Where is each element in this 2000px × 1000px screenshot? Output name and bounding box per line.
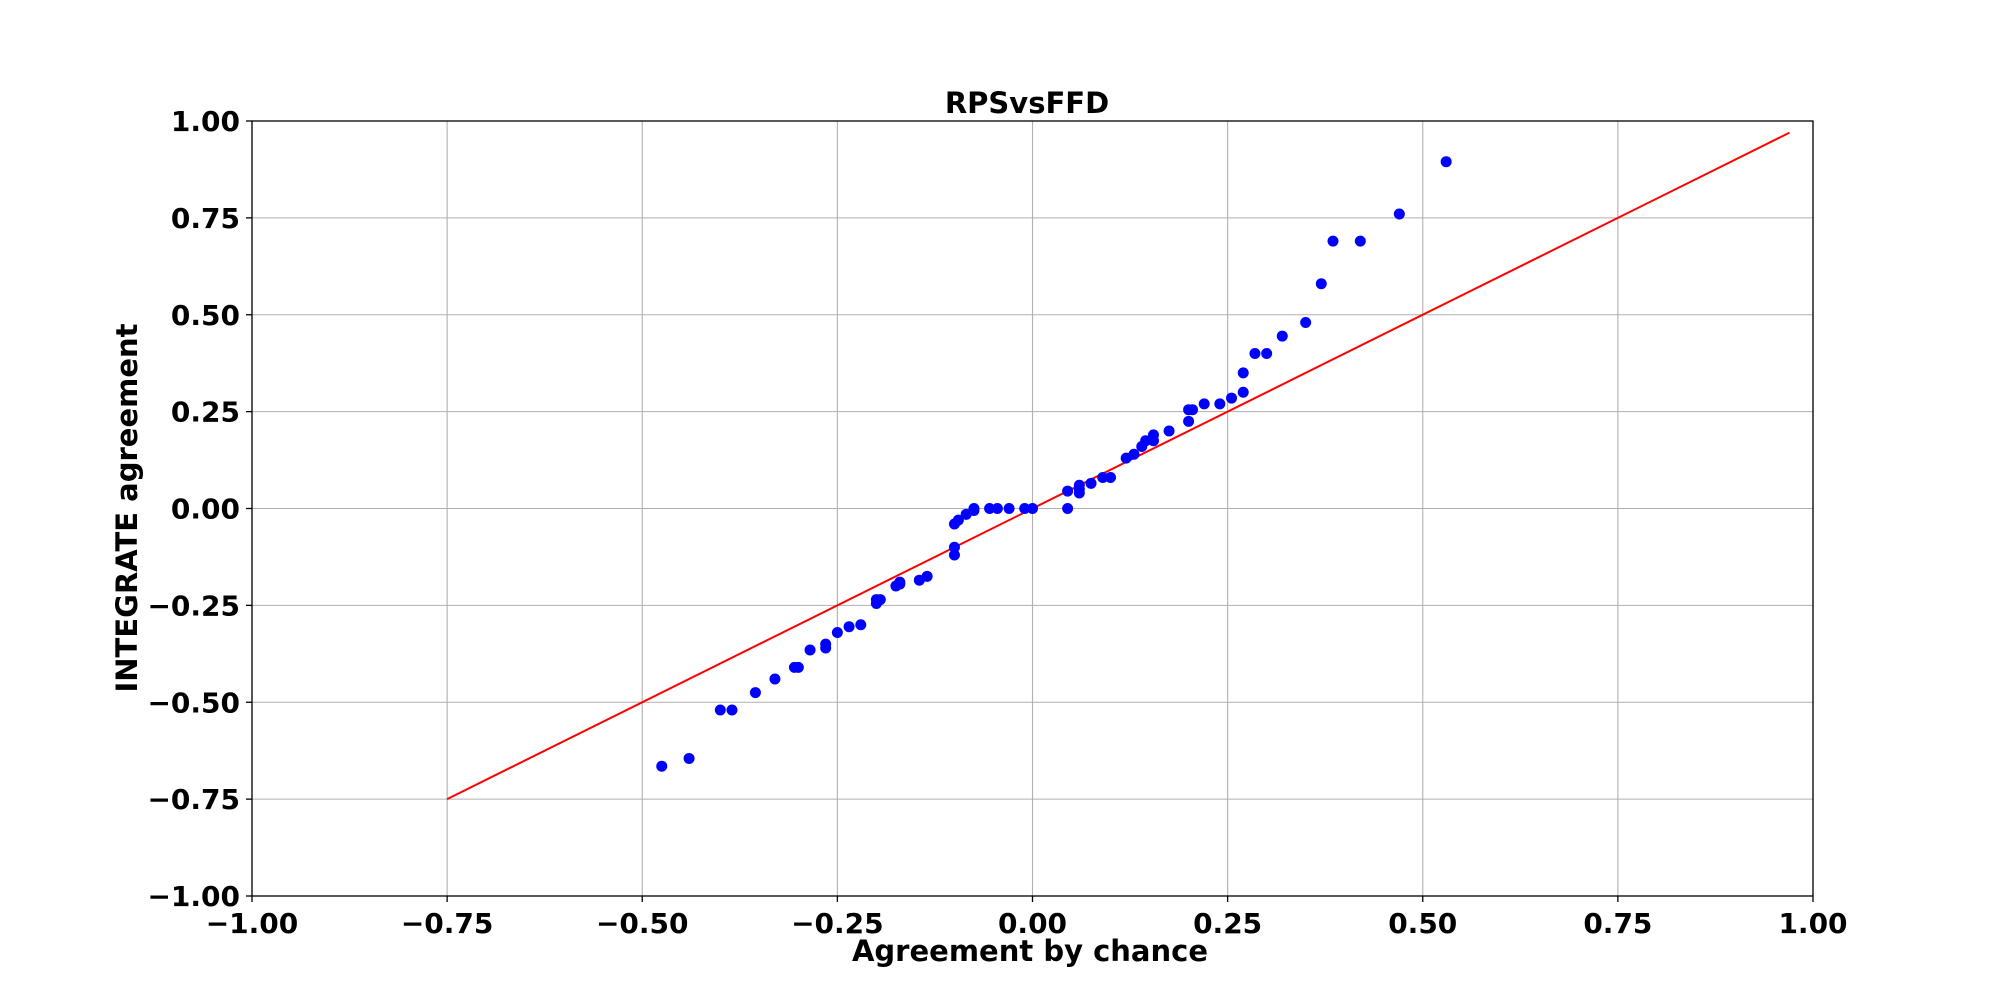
data-point [1027,503,1038,514]
data-point [1249,348,1261,359]
y-axis-ticks: −1.00 −0.75 −0.50 −0.25 0.00 0.25 0.50 0.75 1.00 [147,105,252,913]
data-point [1237,386,1249,398]
data-point [952,514,964,526]
data-point [1062,503,1074,514]
x-tick-label: −0.50 [596,907,689,940]
data-point [1062,485,1074,497]
data-point [749,687,761,699]
data-point [1440,156,1452,168]
reference-line-group [446,131,1791,801]
x-tick-label: −0.75 [401,907,494,940]
data-point [1128,448,1140,460]
x-tick-label: 0.25 [1193,907,1262,940]
data-point [820,638,832,650]
data-point [1163,425,1175,437]
y-tick-label: 1.00 [171,105,240,138]
data-point [804,644,816,656]
data-point [1276,330,1288,342]
data-point [855,619,867,631]
data-point [984,503,996,514]
data-point [1315,278,1327,290]
y-tick-label: 0.25 [171,396,240,429]
x-axis-ticks: −1.00 −0.75 −0.50 −0.25 0.00 0.25 0.50 0.75 1.00 [206,896,1848,940]
data-point [1085,477,1097,489]
y-tick-label: 0.75 [171,202,240,235]
x-axis-title: Agreement by chance [852,934,1208,968]
data-point [1327,235,1339,247]
data-point [948,549,960,561]
data-point [1105,472,1117,483]
data-point [991,503,1003,514]
data-point [792,661,804,673]
x-tick-label: 1.00 [1778,907,1847,940]
data-point [1140,435,1152,447]
data-point [1354,235,1366,247]
data-point [1198,398,1210,410]
data-point [1183,415,1195,427]
data-point [1003,503,1015,514]
data-point [874,594,886,606]
data-point [1187,404,1199,416]
data-point [1097,472,1109,483]
data-point [968,503,980,514]
data-point [921,570,933,582]
data-point [1226,392,1238,404]
data-points [656,156,1452,772]
y-axis-title: INTEGRATE agreement [110,323,144,692]
y-tick-label: −1.00 [147,880,240,913]
data-point [714,704,726,716]
reference-line [446,131,1791,801]
data-point [1073,479,1085,491]
x-tick-label: −0.25 [791,907,884,940]
data-point [1237,367,1249,379]
data-point [843,621,855,633]
chart-title: RPSvsFFD [945,86,1109,120]
y-tick-label: 0.00 [171,493,240,526]
data-point [1214,398,1226,410]
y-tick-label: −0.25 [147,589,240,622]
data-point [769,673,781,685]
y-tick-label: 0.50 [171,299,240,332]
data-point [726,704,738,716]
y-tick-label: −0.75 [147,783,240,816]
x-tick-label: 0.00 [998,907,1067,940]
data-point [948,541,960,553]
data-point [1300,317,1312,328]
data-point [683,752,695,764]
data-point [1393,208,1405,220]
data-point [831,627,843,638]
y-tick-label: −0.50 [147,686,240,719]
x-tick-label: −1.00 [206,907,299,940]
data-point [894,576,906,588]
data-point [1261,348,1273,359]
data-point [1147,429,1159,441]
x-tick-label: 0.75 [1583,907,1652,940]
x-tick-label: 0.50 [1388,907,1457,940]
data-point [1019,503,1031,514]
data-point [656,760,668,772]
